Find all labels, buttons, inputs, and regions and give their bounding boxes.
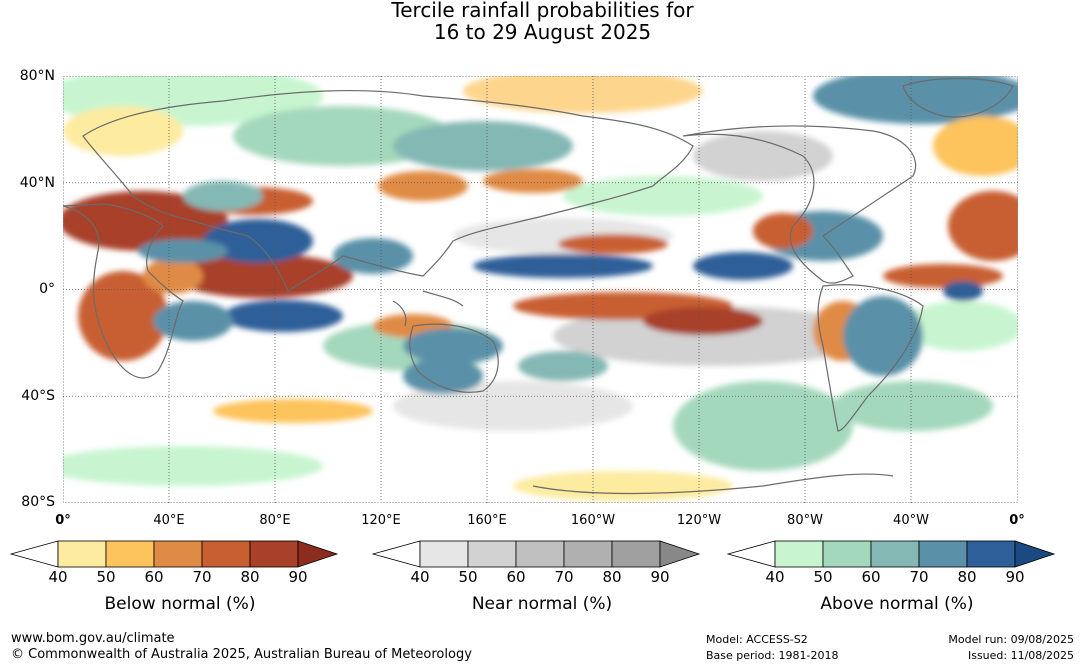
lat-label-40s: 40°S — [21, 388, 55, 404]
near-normal-tick-label: 60 — [506, 568, 526, 586]
rainfall-probability-map — [63, 76, 1018, 503]
near-normal-tick-label: 70 — [554, 568, 574, 586]
lon-label-80e: 80°E — [259, 513, 291, 528]
below-normal-colorbar-segment — [249, 540, 299, 568]
near-normal-colorbar-segment — [419, 540, 469, 568]
lat-label-80n: 80°N — [19, 68, 55, 84]
lon-label-80w: 80°W — [787, 513, 823, 528]
lon-label-40e: 40°E — [153, 513, 185, 528]
above-normal-tick-label: 70 — [909, 568, 929, 586]
lon-label-160e: 160°E — [467, 513, 507, 528]
above-normal-tick-label: 60 — [861, 568, 881, 586]
below-normal-tick-label: 90 — [288, 568, 308, 586]
copyright: © Commonwealth of Australia 2025, Austra… — [11, 647, 472, 662]
below-normal-colorbar-lower-cap — [10, 540, 59, 568]
below-normal-tick-label: 60 — [144, 568, 164, 586]
lon-label-160w: 160°W — [570, 513, 616, 528]
above-normal-title: Above normal (%) — [820, 594, 974, 614]
near-normal-tick-label: 90 — [650, 568, 670, 586]
above-normal-colorbar-segment — [966, 540, 1016, 568]
below-normal-colorbar — [10, 540, 339, 568]
lat-label-40n: 40°N — [19, 175, 55, 191]
below-normal-tick-label: 80 — [240, 568, 260, 586]
above-normal-colorbar-segment — [870, 540, 920, 568]
above-normal-tick-label: 50 — [813, 568, 833, 586]
lon-label-40w: 40°W — [893, 513, 929, 528]
above-normal-colorbar-segment — [822, 540, 872, 568]
above-normal-tick-label: 90 — [1005, 568, 1025, 586]
below-normal-title: Below normal (%) — [104, 594, 256, 614]
map-title-line-1: Tercile rainfall probabilities for — [391, 0, 694, 22]
near-normal-tick-label: 50 — [458, 568, 478, 586]
near-normal-colorbar — [372, 540, 701, 568]
near-normal-colorbar-segment — [611, 540, 661, 568]
below-normal-tick-label: 40 — [48, 568, 68, 586]
near-normal-tick-label: 80 — [602, 568, 622, 586]
map-title-line-2: 16 to 29 August 2025 — [433, 20, 652, 44]
below-normal-colorbar-segment — [57, 540, 107, 568]
below-normal-tick-label: 70 — [192, 568, 212, 586]
lon-label-0-left: 0° — [55, 513, 71, 528]
above-normal-colorbar — [727, 540, 1056, 568]
near-normal-title: Near normal (%) — [471, 594, 613, 614]
issued-date: Issued: 11/08/2025 — [967, 649, 1074, 662]
near-normal-colorbar-lower-cap — [372, 540, 421, 568]
above-normal-colorbar-segment — [918, 540, 968, 568]
lat-label-80s: 80°S — [21, 494, 55, 510]
near-normal-colorbar-segment — [467, 540, 517, 568]
above-normal-colorbar-lower-cap — [727, 540, 776, 568]
lon-label-120e: 120°E — [361, 513, 401, 528]
below-normal-colorbar-segment — [105, 540, 155, 568]
model-run: Model run: 09/08/2025 — [948, 633, 1074, 646]
near-normal-tick-label: 40 — [410, 568, 430, 586]
lon-label-120w: 120°W — [676, 513, 722, 528]
below-normal-colorbar-upper-cap — [297, 540, 339, 568]
map-grid — [63, 76, 1018, 503]
near-normal-colorbar-segment — [563, 540, 613, 568]
below-normal-colorbar-segment — [201, 540, 251, 568]
above-normal-tick-label: 80 — [957, 568, 977, 586]
bom-url: www.bom.gov.au/climate — [11, 631, 175, 646]
above-normal-colorbar-upper-cap — [1014, 540, 1056, 568]
lat-label-0: 0° — [39, 281, 55, 297]
lon-label-0-right: 0° — [1009, 513, 1025, 528]
near-normal-colorbar-upper-cap — [659, 540, 701, 568]
base-period: Base period: 1981-2018 — [706, 649, 839, 662]
below-normal-colorbar-segment — [153, 540, 203, 568]
above-normal-colorbar-segment — [774, 540, 824, 568]
above-normal-tick-label: 40 — [765, 568, 785, 586]
model-name: Model: ACCESS-S2 — [706, 633, 808, 646]
below-normal-tick-label: 50 — [96, 568, 116, 586]
near-normal-colorbar-segment — [515, 540, 565, 568]
